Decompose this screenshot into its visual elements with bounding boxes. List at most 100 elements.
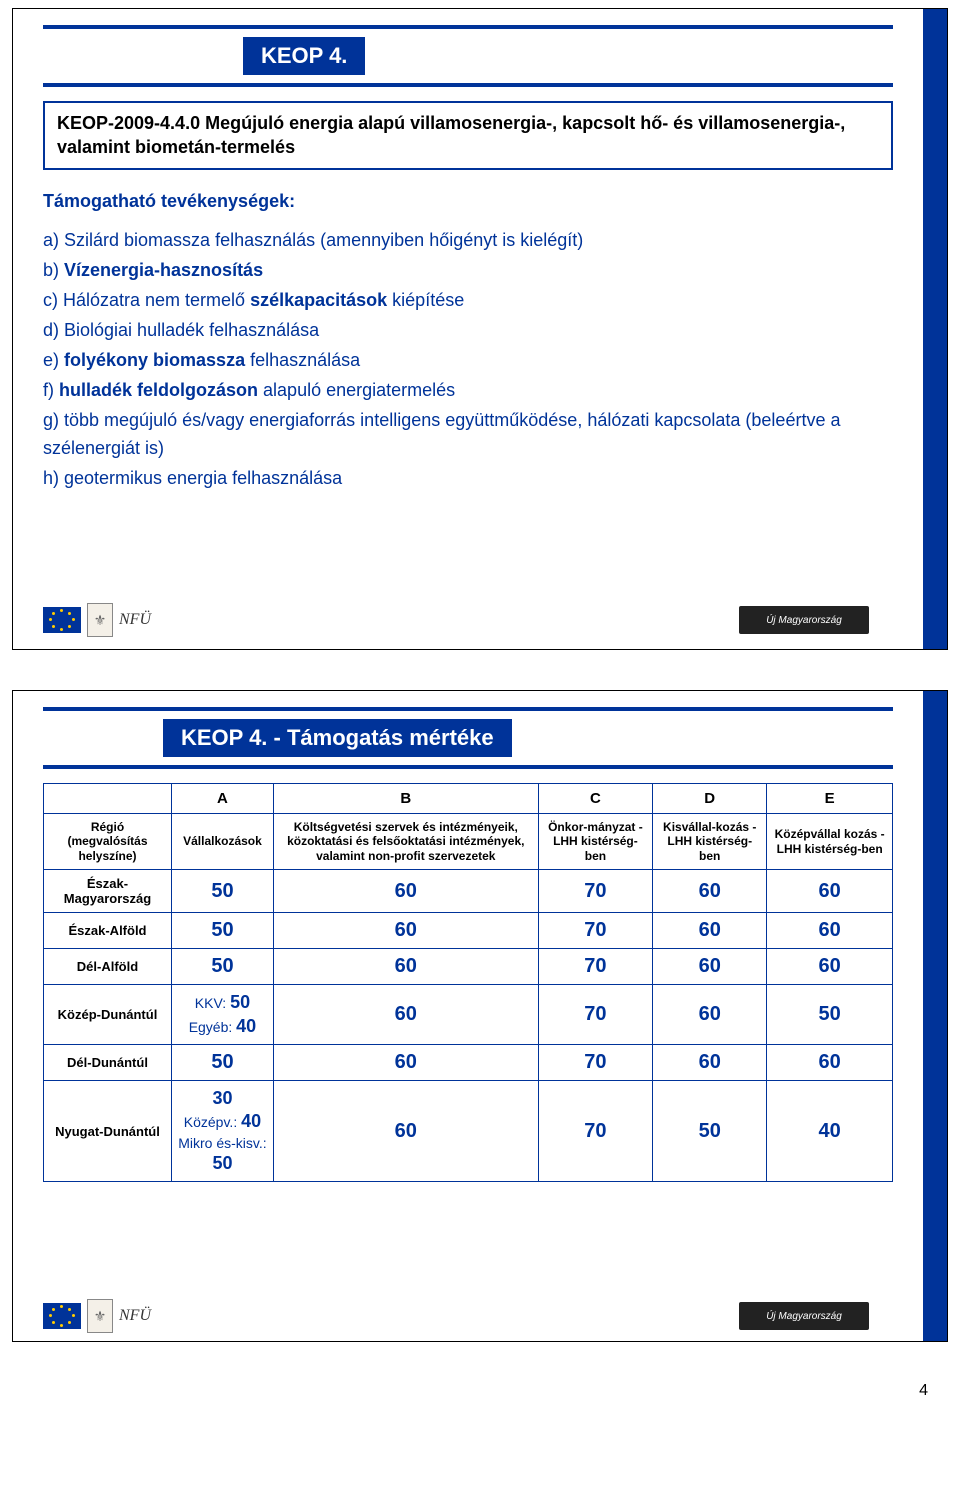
cell: 60 <box>767 913 893 949</box>
cell: 50 <box>171 949 273 985</box>
region-cell: Nyugat-Dunántúl <box>44 1080 172 1181</box>
cell: 60 <box>767 870 893 913</box>
item-f-bold: hulladék feldolgozáson <box>59 380 258 400</box>
crest-icon: ⚜ <box>87 1299 113 1333</box>
col-desc-C: Önkor-mányzat - LHH kistérség-ben <box>538 814 653 870</box>
slide-1-item-c: c) Hálózatra nem termelő szélkapacitások… <box>43 287 893 315</box>
nfu-label: NFÜ <box>119 611 151 629</box>
page-number: 4 <box>12 1382 948 1400</box>
table-row: Dél-Dunántúl 50 60 70 60 60 <box>44 1044 893 1080</box>
table-header-letters: A B C D E <box>44 784 893 814</box>
row-header-label: Régió (megvalósítás helyszíne) <box>44 814 172 870</box>
slide-1-item-g: g) több megújuló és/vagy energiaforrás i… <box>43 407 893 463</box>
item-e-prefix: e) <box>43 350 64 370</box>
slide-1-item-b: b) Vízenergia-hasznosítás <box>43 257 893 285</box>
col-desc-B: Költségvetési szervek és intézményeik, k… <box>273 814 538 870</box>
cell: 50 <box>171 1044 273 1080</box>
cell: 60 <box>767 949 893 985</box>
slide-1-body: Támogatható tevékenységek: a) Szilárd bi… <box>43 188 893 493</box>
cell: 60 <box>273 1044 538 1080</box>
slide-1-item-e: e) folyékony biomassza felhasználása <box>43 347 893 375</box>
cell: 60 <box>653 949 767 985</box>
cell: 60 <box>653 1044 767 1080</box>
col-B: B <box>273 784 538 814</box>
cell: 60 <box>767 1044 893 1080</box>
footer-left-logos: ⚜ NFÜ <box>43 1299 151 1333</box>
page: KEOP 4. KEOP-2009-4.4.0 Megújuló energia… <box>0 0 960 1404</box>
slide-1: KEOP 4. KEOP-2009-4.4.0 Megújuló energia… <box>12 8 948 650</box>
support-table: A B C D E Régió (megvalósítás helyszíne)… <box>43 783 893 1182</box>
table-body: Észak-Magyarország 50 60 70 60 60 Észak-… <box>44 870 893 1182</box>
table-header-desc: Régió (megvalósítás helyszíne) Vállalkoz… <box>44 814 893 870</box>
col-desc-A: Vállalkozások <box>171 814 273 870</box>
col-D: D <box>653 784 767 814</box>
slide-1-inner: KEOP 4. KEOP-2009-4.4.0 Megújuló energia… <box>13 9 947 649</box>
region-cell: Észak-Alföld <box>44 913 172 949</box>
slide-2-inner: KEOP 4. - Támogatás mértéke A B C D E Ré… <box>13 691 947 1341</box>
item-f-prefix: f) <box>43 380 59 400</box>
cell: 40 <box>767 1080 893 1181</box>
table-row: Észak-Alföld 50 60 70 60 60 <box>44 913 893 949</box>
col-A: A <box>171 784 273 814</box>
slide-2-title-bar: KEOP 4. - Támogatás mértéke <box>43 707 893 769</box>
item-e-bold: folyékony biomassza <box>64 350 245 370</box>
footer-left-logos: ⚜ NFÜ <box>43 603 151 637</box>
region-cell: Dél-Alföld <box>44 949 172 985</box>
footer-right-logo: Új Magyarország <box>739 606 869 634</box>
slide-1-footer: ⚜ NFÜ Új Magyarország <box>43 603 869 637</box>
col-desc-D: Kisvállal-kozás - LHH kistérség-ben <box>653 814 767 870</box>
item-b-prefix: b) <box>43 260 64 280</box>
cell: 70 <box>538 985 653 1045</box>
slide-2-title: KEOP 4. - Támogatás mértéke <box>163 719 512 757</box>
footer-right-logo: Új Magyarország <box>739 1302 869 1330</box>
header-blank <box>44 784 172 814</box>
slide-1-title: KEOP 4. <box>243 37 365 75</box>
slide-1-title-bar: KEOP 4. <box>43 25 893 87</box>
cell: 60 <box>273 913 538 949</box>
cell: 70 <box>538 949 653 985</box>
slide-1-subtitle: KEOP-2009-4.4.0 Megújuló energia alapú v… <box>57 111 879 160</box>
item-c-suffix: kiépítése <box>387 290 464 310</box>
slide-1-item-f: f) hulladék feldolgozáson alapuló energi… <box>43 377 893 405</box>
slide-2: KEOP 4. - Támogatás mértéke A B C D E Ré… <box>12 690 948 1342</box>
cell: 60 <box>273 870 538 913</box>
cell: 70 <box>538 1080 653 1181</box>
slide-1-item-h: h) geotermikus energia felhasználása <box>43 465 893 493</box>
col-desc-E: Középvállal kozás - LHH kistérség-ben <box>767 814 893 870</box>
slide-2-footer: ⚜ NFÜ Új Magyarország <box>43 1299 869 1333</box>
eu-flag-icon <box>43 607 81 633</box>
slide-1-subtitle-box: KEOP-2009-4.4.0 Megújuló energia alapú v… <box>43 101 893 170</box>
cell: 50 <box>171 870 273 913</box>
cell: 60 <box>273 949 538 985</box>
cell: 70 <box>538 870 653 913</box>
cell: 60 <box>273 1080 538 1181</box>
table-row: Közép-Dunántúl KKV: 50Egyéb: 40 60 70 60… <box>44 985 893 1045</box>
item-f-suffix: alapuló energiatermelés <box>258 380 455 400</box>
cell: 70 <box>538 1044 653 1080</box>
cell-multiline: 30Középv.: 40Mikro és-kisv.: 50 <box>171 1080 273 1181</box>
cell-multiline: KKV: 50Egyéb: 40 <box>171 985 273 1045</box>
cell: 60 <box>653 985 767 1045</box>
cell: 60 <box>653 913 767 949</box>
region-cell: Közép-Dunántúl <box>44 985 172 1045</box>
region-cell: Észak-Magyarország <box>44 870 172 913</box>
table-row: Nyugat-Dunántúl 30Középv.: 40Mikro és-ki… <box>44 1080 893 1181</box>
eu-flag-icon <box>43 1303 81 1329</box>
cell: 60 <box>653 870 767 913</box>
item-c-prefix: c) Hálózatra nem termelő <box>43 290 250 310</box>
col-C: C <box>538 784 653 814</box>
cell: 50 <box>171 913 273 949</box>
nfu-label: NFÜ <box>119 1307 151 1325</box>
cell: 50 <box>767 985 893 1045</box>
table-row: Dél-Alföld 50 60 70 60 60 <box>44 949 893 985</box>
region-cell: Dél-Dunántúl <box>44 1044 172 1080</box>
item-b-bold: Vízenergia-hasznosítás <box>64 260 263 280</box>
crest-icon: ⚜ <box>87 603 113 637</box>
cell: 70 <box>538 913 653 949</box>
slide-1-section-heading: Támogatható tevékenységek: <box>43 188 893 216</box>
slide-1-item-d: d) Biológiai hulladék felhasználása <box>43 317 893 345</box>
col-E: E <box>767 784 893 814</box>
item-e-suffix: felhasználása <box>245 350 360 370</box>
table-row: Észak-Magyarország 50 60 70 60 60 <box>44 870 893 913</box>
item-c-bold: szélkapacitások <box>250 290 387 310</box>
